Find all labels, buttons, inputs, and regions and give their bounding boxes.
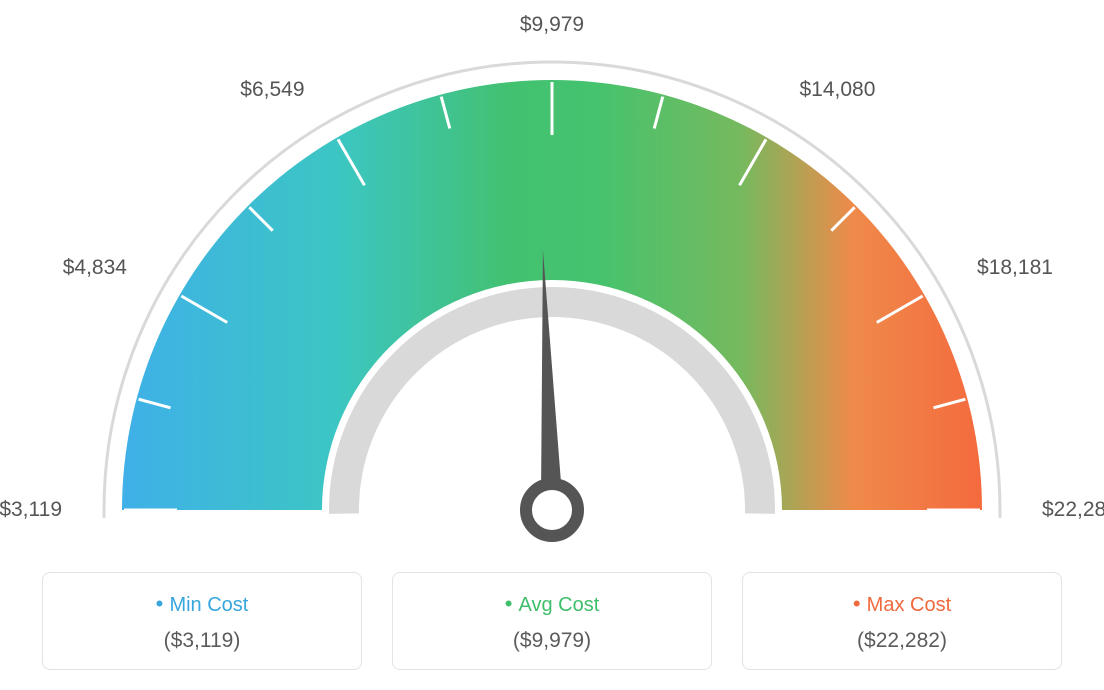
legend-title: Max Cost	[753, 591, 1051, 617]
legend-row: Min Cost ($3,119) Avg Cost ($9,979) Max Cost…	[0, 572, 1104, 670]
gauge-svg	[52, 30, 1052, 570]
legend-value: ($22,282)	[753, 629, 1051, 653]
gauge-tick-label: $6,549	[225, 78, 305, 102]
gauge-tick-label: $4,834	[47, 256, 127, 280]
legend-card: Max Cost ($22,282)	[742, 572, 1062, 670]
gauge-needle-hub	[526, 484, 578, 536]
legend-value: ($3,119)	[53, 629, 351, 653]
gauge-tick-label: $9,979	[512, 13, 592, 37]
gauge-tick-label: $14,080	[800, 78, 876, 102]
gauge-tick-label: $18,181	[977, 256, 1053, 280]
gauge-chart: $3,119 $4,834 $6,549 $9,979 $14,080 $18,181 $2…	[0, 0, 1104, 560]
legend-value: ($9,979)	[403, 629, 701, 653]
gauge-tick-label: $22,282	[1042, 498, 1104, 522]
legend-title: Min Cost	[53, 591, 351, 617]
legend-card: Avg Cost ($9,979)	[392, 572, 712, 670]
legend-card: Min Cost ($3,119)	[42, 572, 362, 670]
gauge-tick-label: $3,119	[0, 498, 62, 522]
legend-title: Avg Cost	[403, 591, 701, 617]
